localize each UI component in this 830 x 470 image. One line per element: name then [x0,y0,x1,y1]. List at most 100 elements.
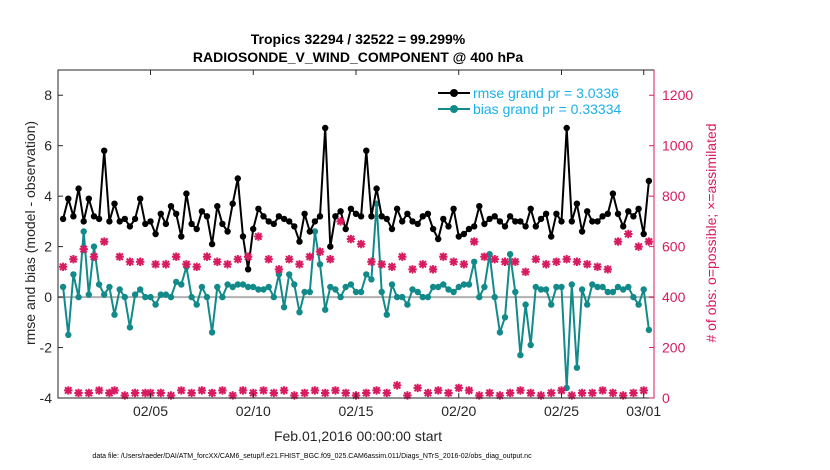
obs-assimilated-point [223,260,232,269]
obs-assimilated-point [58,262,68,271]
bias-point [75,293,82,301]
bias-point [70,271,77,278]
obs-assimilated-point [490,255,499,264]
rmse-point [270,220,277,228]
obs-assimilated-point [526,388,535,398]
rmse-point [322,124,329,132]
bias-point [131,291,139,298]
rmse-point [265,218,272,225]
y-left-tick-label: 6 [44,138,52,154]
obs-assimilated-point [367,257,376,266]
bias-point [157,291,164,298]
rmse-point [553,210,560,217]
obs-assimilated-point [372,386,381,395]
bias-point [229,283,236,291]
rmse-point [445,223,452,230]
data-file-footnote: data file: /Users/raeder/DAI/ATM_forcXX/… [92,453,532,460]
bias-point [481,283,488,291]
bias-point [90,243,98,250]
rmse-point [373,185,380,192]
bias-series [59,200,653,392]
rmse-point [455,233,462,240]
bias-point [419,293,426,301]
bias-point [337,293,344,301]
rmse-point [229,200,236,207]
obs-assimilated-point [100,237,109,246]
bias-point [95,281,103,288]
bias-point [301,288,308,296]
rmse-point [137,195,144,202]
rmse-point [578,228,586,235]
rmse-point [486,215,493,223]
rmse-point [239,233,247,240]
obs-assimilated-point [603,265,612,274]
rmse-point [116,218,123,225]
y-left-tick-label: 2 [44,239,52,255]
rmse-point [599,213,606,220]
bias-point [414,288,421,296]
bias-point [352,288,360,296]
rmse-point [465,225,473,233]
rmse-point [301,210,308,217]
rmse-point [568,218,575,225]
bias-point [275,271,283,278]
rmse-point [527,205,534,212]
bias-point [116,286,123,293]
rmse-point [640,230,647,238]
bias-point [455,283,462,291]
bias-point [604,288,611,296]
bias-point [347,281,355,288]
rmse-point [584,208,591,215]
obs-assimilated-point [310,386,320,395]
obs-assimilated-point [243,252,253,261]
bias-point [121,293,128,301]
obs-assimilated-point [110,386,119,395]
obs-assimilated-point [187,388,196,398]
bias-point [286,271,293,278]
rmse-point [59,215,67,223]
obs-assimilated-point [305,252,314,261]
bias-point [147,293,154,301]
rmse-point [383,215,390,223]
bias-point [445,286,452,293]
obs-assimilated-point [151,260,160,269]
obs-assimilated-point [192,262,201,271]
bias-point [393,293,401,301]
bias-point [193,301,200,308]
bias-point [291,281,298,288]
bias-point [388,281,396,288]
bias-point [152,301,159,308]
bias-point [101,291,108,298]
bias-point [542,286,550,293]
rmse-point [178,233,185,240]
obs-assimilated-point [387,262,397,271]
obs-assimilated-point [269,388,278,398]
bias-point [599,283,606,291]
y-right-tick-label: 400 [662,289,686,305]
rmse-point [95,215,103,223]
obs-assimilated-point [130,388,140,398]
bias-point [471,258,478,265]
bias-point [548,301,555,308]
bias-point [635,301,642,308]
bias-point [460,281,468,288]
obs-assimilated-point [392,381,402,390]
obs-assimilated-point [300,388,309,398]
legend-bias-label: bias grand pr = 0.33334 [473,101,621,117]
obs-assimilated-point [274,265,284,274]
obs-assimilated-point [572,257,582,266]
bias-point [476,293,483,301]
rmse-point [537,215,545,223]
bias-point [106,283,113,291]
obs-assimilated-point [459,260,469,269]
obs-assimilated-point [557,386,566,395]
rmse-point [630,213,637,220]
obs-assimilated-point [398,252,407,261]
obs-assimilated-point [598,386,607,395]
rmse-point [183,190,190,197]
bias-point [296,309,303,316]
rmse-point [255,205,262,212]
legend-rmse-label: rmse grand pr = 3.0336 [473,85,619,101]
obs-assimilated-point [79,244,88,254]
rmse-point [506,213,514,220]
